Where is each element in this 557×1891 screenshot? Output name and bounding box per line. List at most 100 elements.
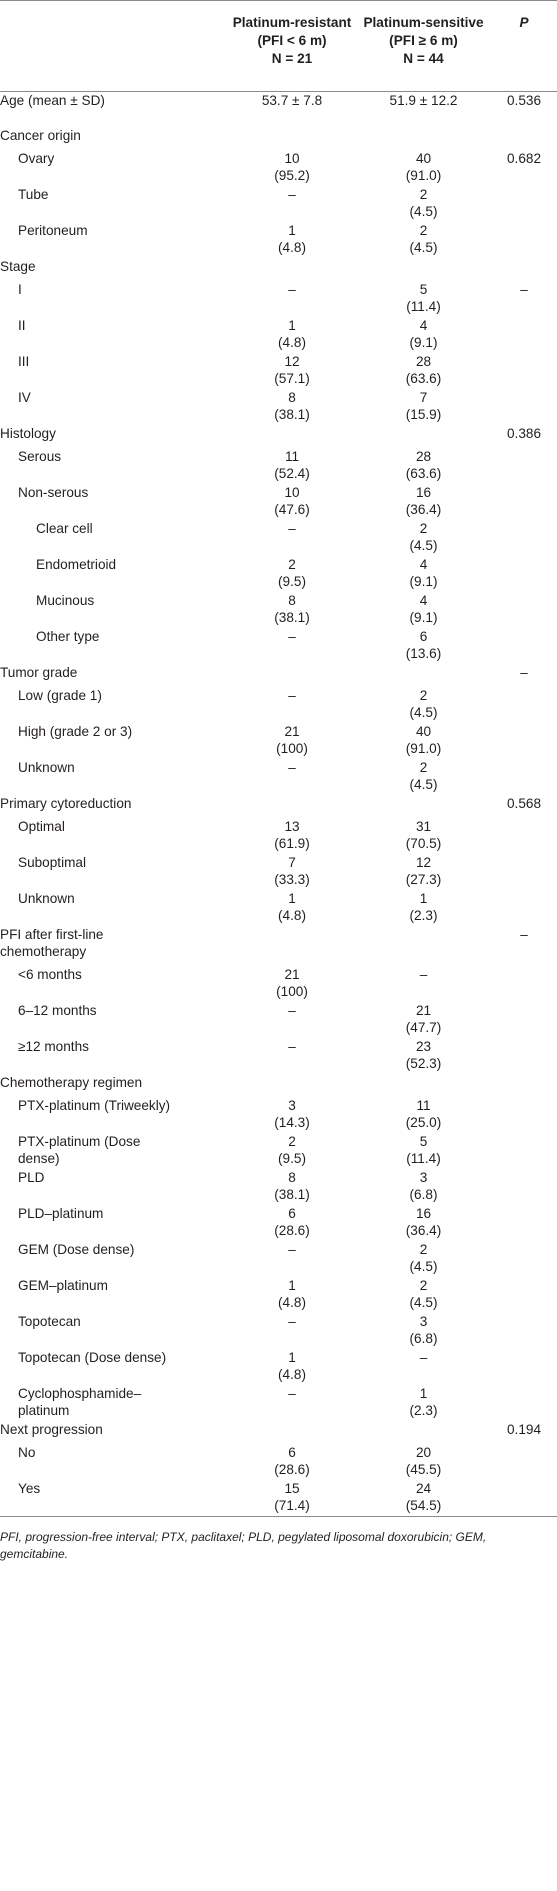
cell-count: 7 [419,390,428,405]
row-label: Optimal [18,819,65,834]
cell-count: 3 [419,1314,428,1329]
cell-count: 8 [288,593,296,608]
row-label-line: PFI after first-line [0,927,104,942]
table-row: PTX-platinum (Triweekly) 3 (14.3) 11 (25.0) [0,1097,557,1133]
table-row: PTX-platinum (Dose dense) 2 (9.5) 5 (11.4) [0,1133,557,1169]
cell-percent: (52.4) [274,466,310,481]
table-row: Tube – 2 (4.5) [0,186,557,222]
cell-platinum-resistant: 12 (57.1) [228,353,356,389]
header-resistant-line2: (PFI < 6 m) [257,33,327,48]
row-label: Non-serous [18,485,89,500]
cell-count: – [288,1314,296,1329]
cell-platinum-sensitive: 4 (9.1) [356,317,491,353]
cell-percent: (6.8) [409,1187,438,1202]
cell-count: 5 [419,282,428,297]
cell-platinum-sensitive: 2 (4.5) [356,687,491,723]
table-row: Yes 15 (71.4) 24 (54.5) [0,1480,557,1517]
cell-platinum-resistant [228,795,356,818]
cell-percent: (4.5) [409,777,438,792]
cell-count: – [288,1386,296,1401]
cell-percent: (28.6) [274,1462,310,1477]
table-row: PLD 8 (38.1) 3 (6.8) [0,1169,557,1205]
cell-count: – [288,521,296,536]
cell-percent: (52.3) [405,1056,442,1071]
cell-platinum-sensitive: 2 (4.5) [356,1277,491,1313]
table-row: No 6 (28.6) 20 (45.5) [0,1444,557,1480]
cell-p-value [491,966,557,1002]
cell-count: 8 [288,390,296,405]
cell-platinum-resistant: – [228,628,356,664]
cell-percent: (4.8) [278,335,306,350]
cell-platinum-resistant [228,258,356,281]
row-label: Tumor grade [0,665,78,680]
table-row: Other type – 6 (13.6) [0,628,557,664]
header-sensitive-line3: N = 44 [403,51,444,66]
cell-count: 10 [284,485,300,500]
cell-platinum-sensitive: 2 (4.5) [356,1241,491,1277]
cell-platinum-resistant: – [228,759,356,795]
cell-percent: (38.1) [274,1187,310,1202]
header-p-label: P [519,15,529,30]
row-label: PTX-platinum (Triweekly) [18,1098,171,1113]
cell-p-value [491,1385,557,1421]
cell-count: 3 [288,1098,296,1113]
cell-p-value [491,1444,557,1480]
cell-p-value [491,258,557,281]
cell-percent: (36.4) [405,1223,442,1238]
cell-platinum-sensitive: 20 (45.5) [356,1444,491,1480]
cell-platinum-resistant: 2 (9.5) [228,556,356,592]
cell-percent: (47.6) [274,502,310,517]
row-label-line: Cyclophosphamide– [18,1386,142,1401]
cell-count: 4 [419,318,428,333]
cell-platinum-resistant: – [228,281,356,317]
cell-p-value: 0.386 [506,426,542,441]
cell-percent: (91.0) [405,741,442,756]
cell-platinum-resistant: 21 (100) [228,966,356,1002]
cell-platinum-resistant [228,1074,356,1097]
cell-platinum-sensitive: 11 (25.0) [356,1097,491,1133]
cell-p-value [491,1097,557,1133]
cell-platinum-resistant: 13 (61.9) [228,818,356,854]
header-platinum-resistant: Platinum-resistant (PFI < 6 m) N = 21 [228,1,356,89]
table-footnote: PFI, progression-free interval; PTX, pac… [0,1529,487,1561]
cell-platinum-resistant: – [228,520,356,556]
row-label: IV [18,390,31,405]
cell-count: 2 [419,187,428,202]
row-label: Unknown [18,891,75,906]
table-row: GEM (Dose dense) – 2 (4.5) [0,1241,557,1277]
cell-percent: (9.1) [409,574,438,589]
cell-percent: (11.4) [406,1151,441,1166]
cell-platinum-resistant: 1 (4.8) [228,317,356,353]
cell-count: – [288,760,296,775]
table-row: Ovary 10 (95.2) 40 (91.0) 0.682 [0,150,557,186]
cell-platinum-resistant: 15 (71.4) [228,1480,356,1517]
table-row: Cyclophosphamide– platinum – 1 (2.3) [0,1385,557,1421]
cell-count: 11 [284,449,300,464]
row-label: Unknown [18,760,75,775]
cell-p-value: – [520,665,528,680]
cell-count: 12 [415,855,432,870]
cell-platinum-resistant [228,664,356,687]
cell-p-value [491,222,557,258]
cell-platinum-sensitive: 3 (6.8) [356,1313,491,1349]
cell-p-value [491,890,557,926]
cell-percent: (4.5) [409,204,438,219]
cell-p-value [491,592,557,628]
cell-platinum-resistant: 8 (38.1) [228,389,356,425]
cell-platinum-resistant: – [228,1002,356,1038]
cell-platinum-resistant: 8 (38.1) [228,1169,356,1205]
cell-platinum-sensitive: 2 (4.5) [356,759,491,795]
table-row: Unknown 1 (4.8) 1 (2.3) [0,890,557,926]
table-row: Tumor grade – [0,664,557,687]
row-label: No [18,1445,36,1460]
table-row: Histology 0.386 [0,425,557,448]
cell-count: 8 [288,1170,296,1185]
cell-platinum-sensitive: 21 (47.7) [356,1002,491,1038]
cell-platinum-sensitive [356,795,491,818]
cell-count: 1 [288,1350,296,1365]
table-row: Clear cell – 2 (4.5) [0,520,557,556]
cell-percent: (91.0) [405,168,442,183]
cell-percent: (38.1) [274,407,310,422]
cell-count: 53.7 ± 7.8 [261,92,323,108]
cell-p-value [491,1169,557,1205]
